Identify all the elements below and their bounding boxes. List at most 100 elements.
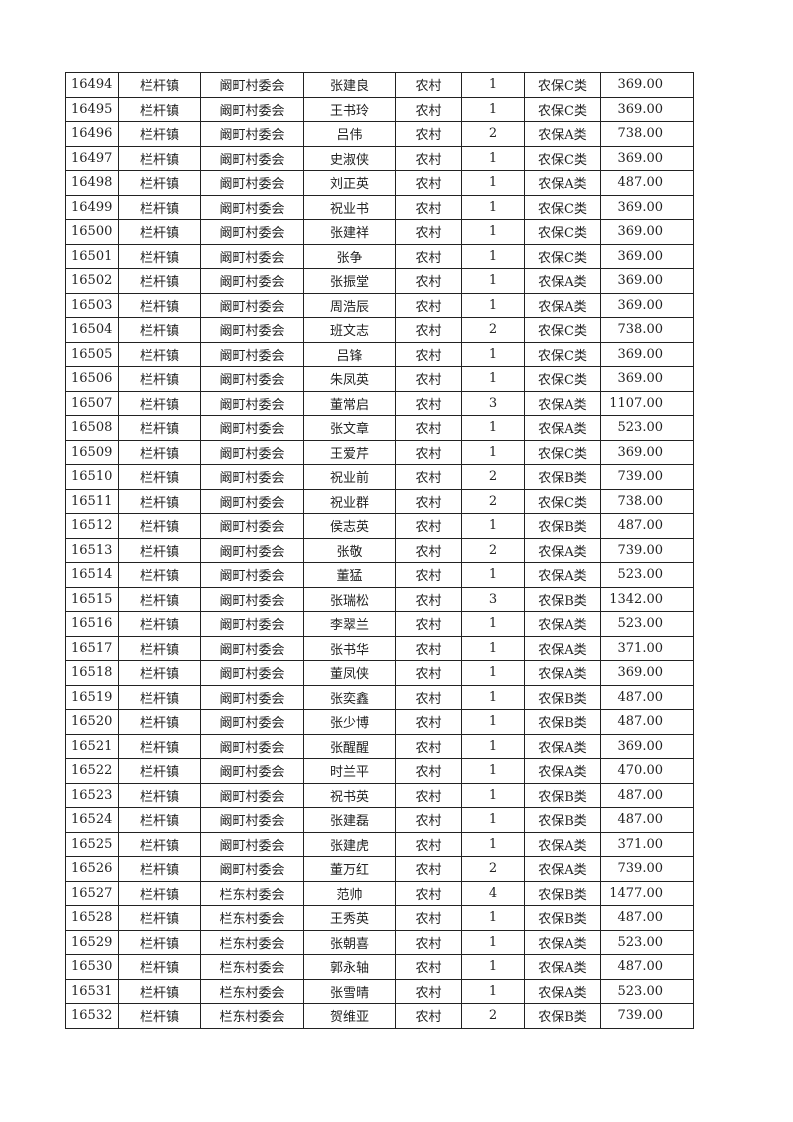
town-cell: 栏杆镇 xyxy=(118,611,201,637)
name-cell: 张争 xyxy=(303,243,396,269)
table-row: 16527 栏杆镇 栏东村委会 范帅 农村 4 农保B类 1477.00 xyxy=(65,880,694,906)
town-cell: 栏杆镇 xyxy=(118,121,201,147)
amount-cell: 371.00 xyxy=(600,635,694,661)
category-cell: 农保C类 xyxy=(524,317,601,343)
town-cell: 栏杆镇 xyxy=(118,415,201,441)
row-id-cell: 16523 xyxy=(65,782,119,808)
table-row: 16532 栏杆镇 栏东村委会 贺维亚 农村 2 农保B类 739.00 xyxy=(65,1003,694,1029)
category-cell: 农保A类 xyxy=(524,978,601,1004)
town-cell: 栏杆镇 xyxy=(118,1003,201,1029)
category-cell: 农保A类 xyxy=(524,292,601,318)
village-cell: 阚町村委会 xyxy=(200,268,304,294)
amount-cell: 369.00 xyxy=(600,366,694,392)
category-cell: 农保B类 xyxy=(524,464,601,490)
name-cell: 吕伟 xyxy=(303,121,396,147)
amount-cell: 739.00 xyxy=(600,464,694,490)
amount-cell: 739.00 xyxy=(600,856,694,882)
count-cell: 3 xyxy=(461,390,525,416)
count-cell: 1 xyxy=(461,243,525,269)
household-type-cell: 农村 xyxy=(395,488,462,514)
count-cell: 1 xyxy=(461,415,525,441)
amount-cell: 369.00 xyxy=(600,96,694,122)
count-cell: 1 xyxy=(461,611,525,637)
table-row: 16528 栏杆镇 栏东村委会 王秀英 农村 1 农保B类 487.00 xyxy=(65,905,694,931)
row-id-cell: 16497 xyxy=(65,145,119,171)
count-cell: 1 xyxy=(461,733,525,759)
name-cell: 祝业前 xyxy=(303,464,396,490)
household-type-cell: 农村 xyxy=(395,733,462,759)
household-type-cell: 农村 xyxy=(395,268,462,294)
row-id-cell: 16512 xyxy=(65,513,119,539)
town-cell: 栏杆镇 xyxy=(118,733,201,759)
category-cell: 农保C类 xyxy=(524,194,601,220)
table-row: 16517 栏杆镇 阚町村委会 张书华 农村 1 农保A类 371.00 xyxy=(65,635,694,661)
row-id-cell: 16527 xyxy=(65,880,119,906)
household-type-cell: 农村 xyxy=(395,905,462,931)
row-id-cell: 16500 xyxy=(65,219,119,245)
amount-cell: 523.00 xyxy=(600,929,694,955)
table-row: 16521 栏杆镇 阚町村委会 张醒醒 农村 1 农保A类 369.00 xyxy=(65,733,694,759)
amount-cell: 487.00 xyxy=(600,684,694,710)
name-cell: 祝书英 xyxy=(303,782,396,808)
category-cell: 农保A类 xyxy=(524,537,601,563)
count-cell: 1 xyxy=(461,758,525,784)
name-cell: 贺维亚 xyxy=(303,1003,396,1029)
category-cell: 农保B类 xyxy=(524,513,601,539)
count-cell: 1 xyxy=(461,219,525,245)
household-type-cell: 农村 xyxy=(395,145,462,171)
household-type-cell: 农村 xyxy=(395,782,462,808)
amount-cell: 470.00 xyxy=(600,758,694,784)
name-cell: 史淑侠 xyxy=(303,145,396,171)
amount-cell: 487.00 xyxy=(600,513,694,539)
count-cell: 2 xyxy=(461,856,525,882)
village-cell: 阚町村委会 xyxy=(200,635,304,661)
count-cell: 1 xyxy=(461,439,525,465)
table-row: 16514 栏杆镇 阚町村委会 董猛 农村 1 农保A类 523.00 xyxy=(65,562,694,588)
category-cell: 农保B类 xyxy=(524,709,601,735)
row-id-cell: 16509 xyxy=(65,439,119,465)
category-cell: 农保A类 xyxy=(524,929,601,955)
town-cell: 栏杆镇 xyxy=(118,880,201,906)
town-cell: 栏杆镇 xyxy=(118,292,201,318)
row-id-cell: 16499 xyxy=(65,194,119,220)
row-id-cell: 16514 xyxy=(65,562,119,588)
town-cell: 栏杆镇 xyxy=(118,978,201,1004)
count-cell: 1 xyxy=(461,292,525,318)
name-cell: 朱凤英 xyxy=(303,366,396,392)
household-type-cell: 农村 xyxy=(395,586,462,612)
household-type-cell: 农村 xyxy=(395,929,462,955)
village-cell: 栏东村委会 xyxy=(200,929,304,955)
category-cell: 农保A类 xyxy=(524,390,601,416)
row-id-cell: 16501 xyxy=(65,243,119,269)
name-cell: 王爱芹 xyxy=(303,439,396,465)
table-row: 16522 栏杆镇 阚町村委会 时兰平 农村 1 农保A类 470.00 xyxy=(65,758,694,784)
household-type-cell: 农村 xyxy=(395,831,462,857)
category-cell: 农保B类 xyxy=(524,1003,601,1029)
village-cell: 阚町村委会 xyxy=(200,243,304,269)
household-type-cell: 农村 xyxy=(395,954,462,980)
village-cell: 阚町村委会 xyxy=(200,219,304,245)
category-cell: 农保A类 xyxy=(524,635,601,661)
name-cell: 董凤侠 xyxy=(303,660,396,686)
table-row: 16513 栏杆镇 阚町村委会 张敬 农村 2 农保A类 739.00 xyxy=(65,537,694,563)
town-cell: 栏杆镇 xyxy=(118,72,201,98)
name-cell: 吕锋 xyxy=(303,341,396,367)
amount-cell: 523.00 xyxy=(600,562,694,588)
category-cell: 农保A类 xyxy=(524,268,601,294)
name-cell: 张文章 xyxy=(303,415,396,441)
name-cell: 王书玲 xyxy=(303,96,396,122)
category-cell: 农保B类 xyxy=(524,880,601,906)
village-cell: 阚町村委会 xyxy=(200,537,304,563)
table-row: 16497 栏杆镇 阚町村委会 史淑侠 农村 1 农保C类 369.00 xyxy=(65,145,694,171)
category-cell: 农保A类 xyxy=(524,954,601,980)
count-cell: 1 xyxy=(461,635,525,661)
row-id-cell: 16506 xyxy=(65,366,119,392)
count-cell: 1 xyxy=(461,194,525,220)
name-cell: 董万红 xyxy=(303,856,396,882)
name-cell: 郭永轴 xyxy=(303,954,396,980)
name-cell: 张少博 xyxy=(303,709,396,735)
village-cell: 阚町村委会 xyxy=(200,194,304,220)
count-cell: 1 xyxy=(461,96,525,122)
count-cell: 1 xyxy=(461,807,525,833)
village-cell: 栏东村委会 xyxy=(200,880,304,906)
